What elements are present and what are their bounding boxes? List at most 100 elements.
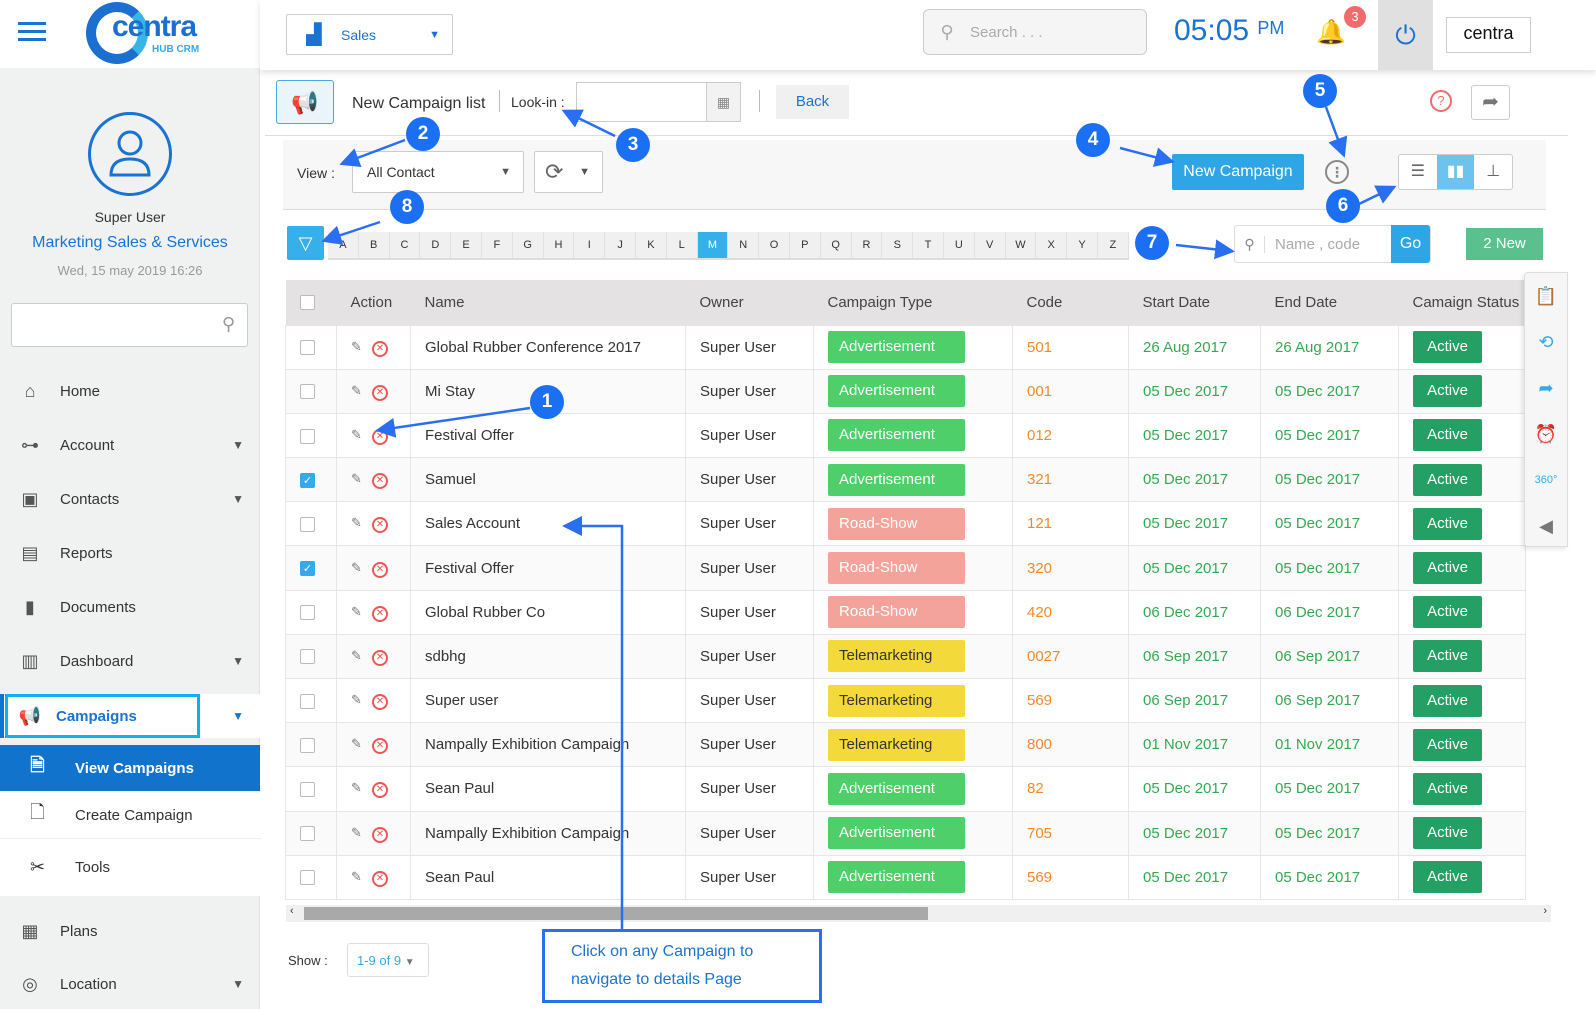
delete-icon[interactable]: ✕ — [371, 384, 388, 401]
delete-icon[interactable]: ✕ — [371, 517, 388, 534]
delete-icon[interactable]: ✕ — [371, 870, 388, 887]
column-header[interactable]: Campaign Type — [813, 280, 1013, 325]
campaign-name[interactable]: sdbhg — [410, 633, 686, 680]
scroll-right-icon[interactable]: › — [1543, 905, 1547, 917]
table-row[interactable]: ✎ ✕ sdbhg Super User Telemarketing 0027 0… — [285, 633, 1526, 680]
view-select[interactable]: All Contact ▼ — [352, 151, 524, 193]
alphabet-letter-m[interactable]: M — [697, 232, 729, 258]
sidebar-item-documents[interactable]: ▮ Documents — [0, 585, 260, 629]
filter-icon[interactable]: ▽ — [287, 226, 324, 260]
campaign-name[interactable]: Global Rubber Co — [410, 589, 686, 635]
horizontal-scrollbar[interactable]: ‹ › — [286, 905, 1551, 922]
table-row[interactable]: ✎ ✕ Nampally Exhibition Campaign Super Us… — [285, 722, 1526, 768]
row-checkbox[interactable] — [300, 340, 315, 356]
row-checkbox[interactable] — [300, 693, 315, 709]
sidebar-item-location[interactable]: ◎ Location ▼ — [0, 962, 260, 1006]
alphabet-letter-x[interactable]: X — [1036, 232, 1068, 258]
alphabet-letter-j[interactable]: J — [605, 232, 636, 258]
table-row[interactable]: ✎ ✕ Global Rubber Co Super User Road-Show… — [285, 589, 1526, 635]
edit-pencil-icon[interactable]: ✎ — [351, 824, 362, 840]
campaign-name[interactable]: Festival Offer — [410, 545, 686, 591]
lookin-input[interactable]: ▦ — [576, 82, 741, 122]
scroll-left-icon[interactable]: ‹ — [290, 905, 294, 917]
delete-icon[interactable]: ✕ — [371, 428, 388, 445]
delete-icon[interactable]: ✕ — [371, 694, 388, 711]
more-options-icon[interactable]: ⋮ — [1325, 160, 1349, 184]
alphabet-letter-w[interactable]: W — [1006, 232, 1037, 258]
campaign-name[interactable]: Festival Offer — [410, 412, 686, 459]
delete-icon[interactable]: ✕ — [371, 473, 388, 490]
delete-icon[interactable]: ✕ — [371, 561, 388, 578]
alphabet-letter-z[interactable]: Z — [1098, 232, 1129, 258]
sidebar-subitem-tools[interactable]: ✂ Tools — [0, 839, 260, 896]
alphabet-letter-o[interactable]: O — [759, 232, 790, 258]
hierarchy-view-icon[interactable]: ⊥ — [1486, 163, 1501, 180]
row-checkbox[interactable] — [300, 428, 315, 444]
alphabet-letter-r[interactable]: R — [852, 232, 883, 258]
edit-pencil-icon[interactable]: ✎ — [351, 647, 362, 663]
alphabet-letter-c[interactable]: C — [390, 232, 421, 258]
alphabet-letter-t[interactable]: T — [913, 232, 944, 258]
row-checkbox[interactable] — [300, 782, 315, 797]
sidebar-subitem-create-campaign[interactable]: 🗋 Create Campaign — [0, 792, 260, 838]
sidebar-item-plans[interactable]: ▦ Plans — [0, 909, 260, 953]
delete-icon[interactable]: ✕ — [371, 340, 388, 357]
edit-pencil-icon[interactable]: ✎ — [351, 868, 362, 884]
delete-icon[interactable]: ✕ — [371, 738, 388, 755]
alphabet-letter-a[interactable]: A — [328, 232, 359, 258]
row-checkbox[interactable] — [300, 826, 315, 842]
alarm-icon[interactable]: ⏰ — [1534, 424, 1558, 444]
edit-pencil-icon[interactable]: ✎ — [351, 559, 362, 575]
scrollbar-thumb[interactable] — [304, 907, 928, 920]
list-view-icon[interactable]: ☰ — [1410, 163, 1425, 180]
edit-pencil-icon[interactable]: ✎ — [351, 426, 362, 442]
alphabet-letter-l[interactable]: L — [667, 232, 698, 258]
table-row[interactable]: ✓ ✎ ✕ Festival Offer Super User Road-Show… — [285, 545, 1526, 591]
column-header[interactable]: End Date — [1260, 280, 1399, 325]
edit-pencil-icon[interactable]: ✎ — [351, 471, 362, 487]
alphabet-letter-k[interactable]: K — [636, 232, 667, 258]
new-campaign-button[interactable]: New Campaign — [1172, 154, 1304, 190]
alphabet-letter-i[interactable]: I — [574, 232, 606, 258]
alphabet-letter-y[interactable]: Y — [1067, 232, 1098, 258]
power-icon[interactable]: ⏻ — [1378, 0, 1433, 70]
back-button[interactable]: Back — [776, 85, 849, 119]
edit-pencil-icon[interactable]: ✎ — [351, 780, 362, 796]
delete-icon[interactable]: ✕ — [371, 605, 388, 622]
sidebar-subitem-view-campaigns[interactable]: 🗎 View Campaigns — [0, 745, 260, 791]
alphabet-letter-g[interactable]: G — [513, 232, 544, 258]
delete-icon[interactable]: ✕ — [371, 782, 388, 799]
campaign-name[interactable]: Super user — [410, 677, 686, 724]
row-checkbox[interactable] — [300, 649, 315, 665]
table-row[interactable]: ✎ ✕ Sean Paul Super User Advertisement 56… — [285, 854, 1526, 900]
row-checkbox[interactable]: ✓ — [300, 561, 315, 577]
bell-icon[interactable]: 🔔 3 — [1316, 6, 1366, 47]
edit-pencil-icon[interactable]: ✎ — [351, 515, 362, 531]
column-header[interactable]: Camaign Status — [1398, 280, 1526, 325]
alphabet-letter-v[interactable]: V — [975, 232, 1006, 258]
sidebar-item-account[interactable]: ⊶ Account ▼ — [0, 423, 260, 467]
page-size-select[interactable]: 1-9 of 9 ▼ — [347, 943, 429, 977]
table-row[interactable]: ✎ ✕ Mi Stay Super User Advertisement 001 … — [285, 368, 1526, 414]
history-icon[interactable]: ⟲ — [1538, 332, 1554, 352]
megaphone-icon[interactable]: 📢 — [276, 80, 334, 124]
edit-pencil-icon[interactable]: ✎ — [351, 338, 362, 354]
campaign-name[interactable]: Sean Paul — [410, 766, 686, 812]
kanban-view-icon[interactable]: ▮▮ — [1436, 155, 1475, 189]
refresh-dropdown[interactable]: ⟳ ▼ — [534, 151, 603, 193]
calendar-icon[interactable]: ▦ — [706, 83, 740, 121]
table-row[interactable]: ✎ ✕ Super user Super User Telemarketing 5… — [285, 677, 1526, 724]
row-checkbox[interactable] — [300, 605, 315, 621]
row-checkbox[interactable] — [300, 870, 315, 886]
360-view-icon[interactable]: 360° — [1534, 474, 1558, 486]
name-code-search[interactable]: ⚲ Name , code Go — [1234, 225, 1431, 263]
campaign-name[interactable]: Nampally Exhibition Campaign — [410, 722, 686, 768]
alphabet-letter-q[interactable]: Q — [821, 232, 852, 258]
campaign-name[interactable]: Sean Paul — [410, 854, 686, 900]
sidebar-item-home[interactable]: ⌂ Home — [0, 369, 260, 413]
column-header[interactable]: Owner — [685, 280, 814, 325]
module-selector[interactable]: ▟ Sales ▼ — [286, 14, 453, 55]
sidebar-item-reports[interactable]: ▤ Reports — [0, 531, 260, 575]
go-button[interactable]: Go — [1391, 225, 1430, 263]
row-checkbox[interactable] — [300, 516, 315, 532]
